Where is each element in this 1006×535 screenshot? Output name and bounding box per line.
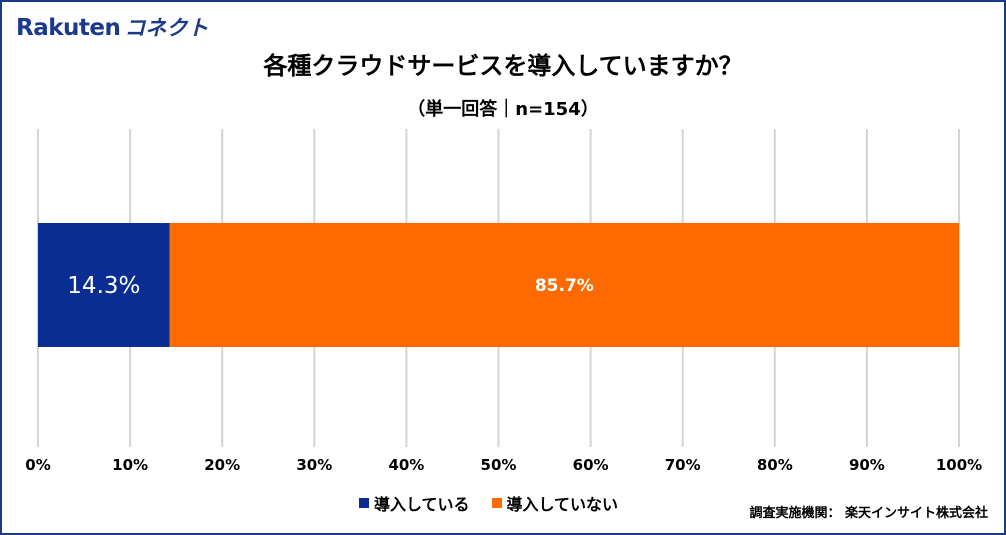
x-tick-label: 50% <box>481 456 517 474</box>
bar-segment-adopted <box>38 223 170 347</box>
legend-label-adopted: 導入している <box>374 495 470 514</box>
bar-segment-not-adopted <box>169 223 959 347</box>
x-tick-label: 60% <box>573 456 609 474</box>
x-tick-label: 40% <box>388 456 424 474</box>
legend-swatch-not-adopted <box>491 498 502 508</box>
x-tick-label: 90% <box>849 456 885 474</box>
legend-item-adopted: 導入している <box>359 491 470 515</box>
x-tick-label: 100% <box>936 456 982 474</box>
logo-sub-text: コネクト <box>124 16 209 40</box>
rakuten-connect-logo: Rakuten コネクト <box>16 12 208 42</box>
x-tick-label: 0% <box>25 456 50 474</box>
x-tick-label: 30% <box>296 456 332 474</box>
bars: 14.3% 85.7% <box>38 223 959 347</box>
x-tick-label: 20% <box>204 456 240 474</box>
chart-title: 各種クラウドサービスを導入していますか？ <box>263 52 743 80</box>
x-tick-label: 80% <box>757 456 793 474</box>
source-note: 調査実施機関： 楽天インサイト株式会社 <box>749 506 988 521</box>
legend-item-not-adopted: 導入していない <box>491 491 619 515</box>
x-tick-label: 10% <box>112 456 148 474</box>
legend-swatch-adopted <box>359 498 369 508</box>
legend-label-not-adopted: 導入していない <box>506 495 619 514</box>
data-label-not-adopted: 85.7% <box>535 276 594 296</box>
data-label-adopted: 14.3% <box>67 273 140 299</box>
x-tick-label: 70% <box>665 456 701 474</box>
logo-main-text: Rakuten <box>16 15 121 41</box>
legend: 導入している 導入していない <box>359 491 640 515</box>
chart-subtitle: （単一回答｜n=154） <box>407 99 599 120</box>
x-tick-labels: 0% 10% 20% 30% 40% 50% 60% 70% 80% 90% 100% <box>25 456 982 474</box>
